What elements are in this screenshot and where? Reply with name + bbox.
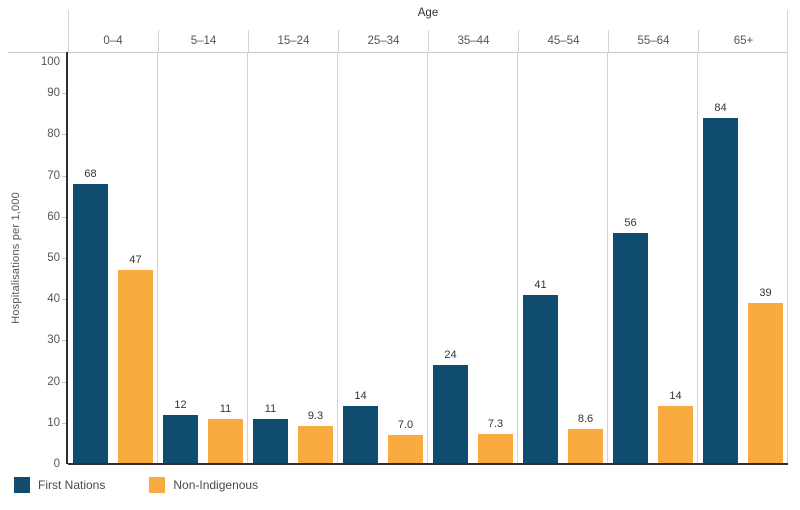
legend: First Nations Non-Indigenous — [14, 477, 258, 493]
bar-non-indigenous-45–54 — [568, 429, 603, 464]
age-category-label: 55–64 — [608, 30, 698, 52]
legend-label: Non-Indigenous — [173, 478, 259, 492]
legend-item-first-nations: First Nations — [14, 477, 105, 493]
y-tick-mark — [62, 134, 67, 136]
y-tick-label: 60 — [47, 210, 60, 223]
y-tick-mark — [62, 381, 67, 383]
panel-55–64: 56 14 — [608, 52, 698, 464]
y-tick-mark — [62, 93, 67, 95]
y-tick-label: 20 — [47, 375, 60, 388]
bar-first-nations-55–64 — [613, 233, 648, 464]
y-tick-label: 40 — [47, 293, 60, 306]
panel-0–4: 68 47 — [68, 52, 158, 464]
bar-value-label: 24 — [444, 349, 457, 361]
y-tick-mark — [62, 175, 67, 177]
y-tick-mark — [62, 258, 67, 259]
y-tick-mark — [62, 422, 67, 424]
header-border-right — [787, 10, 788, 52]
y-tick-label: 100 — [40, 56, 60, 68]
header-separator-line — [8, 52, 788, 53]
bar-value-label: 39 — [759, 287, 772, 299]
bar-first-nations-25–34 — [343, 406, 378, 464]
bar-value-label: 41 — [534, 279, 547, 291]
y-tick-label: 70 — [47, 169, 60, 182]
bar-non-indigenous-55–64 — [658, 406, 693, 464]
bar-value-label: 11 — [264, 403, 277, 415]
bar-first-nations-15–24 — [253, 419, 288, 464]
y-tick-mark — [62, 299, 67, 301]
bar-value-label: 12 — [174, 399, 187, 411]
y-tick-label: 80 — [47, 128, 60, 141]
age-header-row: 0–4 5–14 15–24 25–34 35–44 45–54 55–64 65+ — [68, 30, 788, 52]
bar-value-label: 68 — [84, 168, 97, 180]
panel-35–44: 24 7.3 — [428, 52, 518, 464]
bar-value-label: 47 — [129, 254, 142, 266]
legend-label: First Nations — [38, 478, 106, 492]
bar-first-nations-65+ — [703, 118, 738, 464]
panel-15–24: 11 9.3 — [248, 52, 338, 464]
panel-25–34: 14 7.0 — [338, 52, 428, 464]
y-tick-mark — [62, 340, 67, 342]
bar-non-indigenous-5–14 — [208, 419, 243, 464]
y-tick-label: 50 — [47, 252, 60, 264]
legend-swatch — [149, 477, 166, 493]
header-border-left — [68, 10, 69, 52]
age-category-label: 25–34 — [338, 30, 428, 52]
bar-value-label: 9.3 — [307, 410, 324, 422]
age-category-label: 15–24 — [248, 30, 338, 52]
y-tick-mark — [62, 52, 67, 53]
y-tick-label: 90 — [47, 87, 60, 100]
bar-first-nations-5–14 — [163, 415, 198, 464]
bar-first-nations-35–44 — [433, 365, 468, 464]
bar-non-indigenous-0–4 — [118, 270, 153, 464]
age-category-label: 35–44 — [428, 30, 518, 52]
bar-value-label: 14 — [669, 390, 682, 402]
age-category-label: 65+ — [698, 30, 788, 52]
bar-non-indigenous-35–44 — [478, 434, 513, 464]
y-axis-line — [66, 52, 68, 464]
panel-5–14: 12 11 — [158, 52, 248, 464]
bar-value-label: 7.3 — [487, 418, 504, 430]
panel-65+: 84 39 — [698, 52, 788, 464]
bar-non-indigenous-25–34 — [388, 435, 423, 464]
plot-area: 68 47 12 11 11 9.3 14 7.0 24 7.3 41 8.6 56 14 84 39 — [68, 52, 788, 464]
bar-value-label: 56 — [624, 217, 637, 229]
y-tick-label: 30 — [47, 334, 60, 347]
panel-45–54: 41 8.6 — [518, 52, 608, 464]
x-axis-baseline — [68, 463, 788, 465]
bar-non-indigenous-65+ — [748, 303, 783, 464]
age-axis-title: Age — [417, 7, 439, 19]
bar-value-label: 8.6 — [577, 413, 594, 425]
age-category-label: 0–4 — [103, 35, 123, 47]
bar-value-label: 7.0 — [397, 419, 414, 431]
y-tick-label: 0 — [53, 458, 60, 470]
bar-first-nations-45–54 — [523, 295, 558, 464]
age-category-label: 5–14 — [158, 30, 248, 52]
y-tick-mark — [62, 216, 67, 218]
y-tick-label: 10 — [47, 416, 60, 429]
bar-value-label: 84 — [714, 102, 727, 114]
legend-item-non-indigenous: Non-Indigenous — [149, 477, 258, 493]
bar-value-label: 14 — [354, 390, 367, 402]
legend-swatch — [14, 477, 30, 493]
bar-first-nations-0–4 — [73, 184, 108, 464]
bar-value-label: 11 — [219, 403, 232, 415]
bar-non-indigenous-15–24 — [298, 426, 333, 464]
age-category-label: 45–54 — [518, 30, 608, 52]
